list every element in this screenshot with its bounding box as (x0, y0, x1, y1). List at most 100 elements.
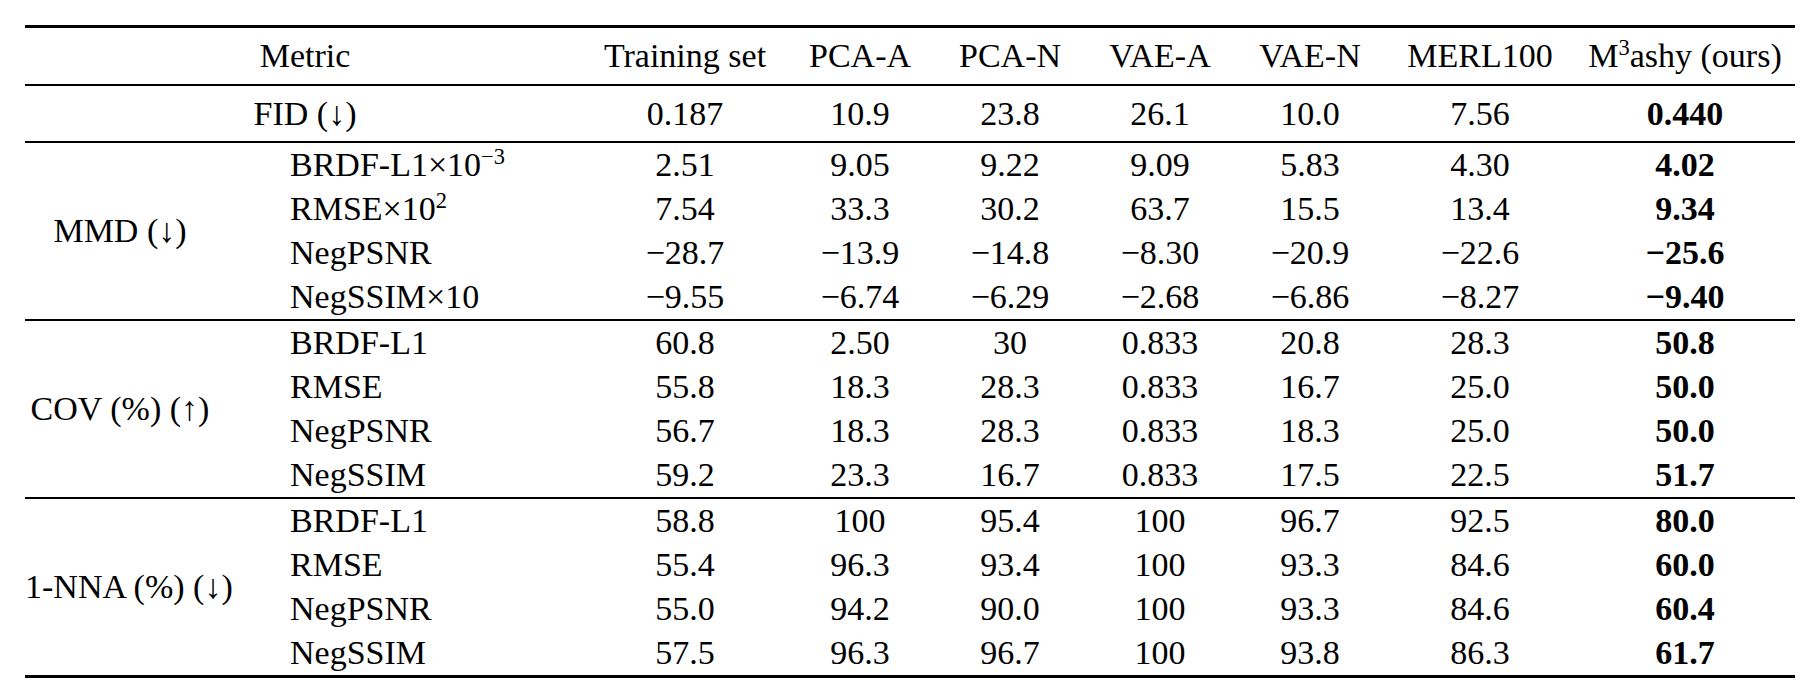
table-section-3: 1-NNA (%) (↓)BRDF-L158.810095.410096.792… (25, 498, 1795, 677)
value-cell: −8.27 (1385, 275, 1575, 320)
metric-label: NegSSIM (215, 453, 585, 498)
value-cell: 18.3 (785, 409, 935, 453)
value-cell: −9.55 (585, 275, 785, 320)
value-cell: −2.68 (1085, 275, 1235, 320)
group-label: 1-NNA (%) (↓) (25, 498, 215, 677)
table-row: RMSE55.818.328.30.83316.725.050.0 (25, 365, 1795, 409)
metric-label: NegPSNR (215, 587, 585, 631)
table-row: NegSSIM57.596.396.710093.886.361.7 (25, 631, 1795, 677)
metric-label: BRDF-L1×10−3 (215, 142, 585, 187)
col-header-pca-a: PCA-A (785, 27, 935, 86)
table-row: NegPSNR−28.7−13.9−14.8−8.30−20.9−22.6−25… (25, 231, 1795, 275)
table-row: NegPSNR56.718.328.30.83318.325.050.0 (25, 409, 1795, 453)
table-header: Metric Training set PCA-A PCA-N VAE-A VA… (25, 27, 1795, 86)
metric-superscript: 2 (436, 188, 447, 213)
table-row: 1-NNA (%) (↓)BRDF-L158.810095.410096.792… (25, 498, 1795, 543)
table-section-1: MMD (↓)BRDF-L1×10−32.519.059.229.095.834… (25, 142, 1795, 320)
value-cell: 16.7 (1235, 365, 1385, 409)
value-cell: 50.0 (1575, 365, 1795, 409)
value-cell: 92.5 (1385, 498, 1575, 543)
metric-label: NegSSIM×10 (215, 275, 585, 320)
value-cell: 56.7 (585, 409, 785, 453)
value-cell: 18.3 (1235, 409, 1385, 453)
col-header-pca-n: PCA-N (935, 27, 1085, 86)
value-cell: 20.8 (1235, 320, 1385, 365)
table-section-0: FID (↓)0.18710.923.826.110.07.560.440 (25, 85, 1795, 142)
value-cell: 100 (1085, 498, 1235, 543)
value-cell: 0.187 (585, 85, 785, 142)
ours-rest: ashy (ours) (1630, 37, 1782, 74)
value-cell: 93.3 (1235, 587, 1385, 631)
value-cell: 96.7 (935, 631, 1085, 677)
value-cell: 93.8 (1235, 631, 1385, 677)
value-cell: 0.833 (1085, 365, 1235, 409)
group-label: MMD (↓) (25, 142, 215, 320)
value-cell: −22.6 (1385, 231, 1575, 275)
metric-label: RMSE (215, 365, 585, 409)
value-cell: 84.6 (1385, 587, 1575, 631)
value-cell: 96.3 (785, 543, 935, 587)
col-header-merl100: MERL100 (1385, 27, 1575, 86)
header-row: Metric Training set PCA-A PCA-N VAE-A VA… (25, 27, 1795, 86)
metric-label: BRDF-L1 (215, 320, 585, 365)
value-cell: −25.6 (1575, 231, 1795, 275)
table-section-2: COV (%) (↑)BRDF-L160.82.50300.83320.828.… (25, 320, 1795, 498)
value-cell: −13.9 (785, 231, 935, 275)
value-cell: 59.2 (585, 453, 785, 498)
value-cell: 0.833 (1085, 453, 1235, 498)
value-cell: 23.3 (785, 453, 935, 498)
value-cell: 26.1 (1085, 85, 1235, 142)
table-row: NegSSIM×10−9.55−6.74−6.29−2.68−6.86−8.27… (25, 275, 1795, 320)
value-cell: 93.4 (935, 543, 1085, 587)
value-cell: 0.440 (1575, 85, 1795, 142)
value-cell: −6.86 (1235, 275, 1385, 320)
value-cell: 100 (1085, 631, 1235, 677)
table-row: MMD (↓)BRDF-L1×10−32.519.059.229.095.834… (25, 142, 1795, 187)
value-cell: 55.8 (585, 365, 785, 409)
value-cell: 17.5 (1235, 453, 1385, 498)
ours-superscript: 3 (1619, 35, 1630, 60)
value-cell: 13.4 (1385, 187, 1575, 231)
value-cell: 23.8 (935, 85, 1085, 142)
value-cell: 9.34 (1575, 187, 1795, 231)
col-header-training-set: Training set (585, 27, 785, 86)
group-label: FID (↓) (25, 85, 585, 142)
value-cell: 94.2 (785, 587, 935, 631)
value-cell: 25.0 (1385, 365, 1575, 409)
col-header-vae-a: VAE-A (1085, 27, 1235, 86)
table-row: RMSE×1027.5433.330.263.715.513.49.34 (25, 187, 1795, 231)
value-cell: 60.4 (1575, 587, 1795, 631)
value-cell: 84.6 (1385, 543, 1575, 587)
table-row: NegSSIM59.223.316.70.83317.522.551.7 (25, 453, 1795, 498)
value-cell: 60.0 (1575, 543, 1795, 587)
value-cell: 4.30 (1385, 142, 1575, 187)
value-cell: −20.9 (1235, 231, 1385, 275)
metric-label: RMSE (215, 543, 585, 587)
col-header-vae-n: VAE-N (1235, 27, 1385, 86)
value-cell: 96.3 (785, 631, 935, 677)
metric-label: RMSE×102 (215, 187, 585, 231)
col-header-ours: M3ashy (ours) (1575, 27, 1795, 86)
table-row: FID (↓)0.18710.923.826.110.07.560.440 (25, 85, 1795, 142)
value-cell: 9.05 (785, 142, 935, 187)
value-cell: 63.7 (1085, 187, 1235, 231)
value-cell: 95.4 (935, 498, 1085, 543)
value-cell: 100 (1085, 543, 1235, 587)
value-cell: 7.56 (1385, 85, 1575, 142)
metric-superscript: −3 (481, 144, 505, 169)
results-table: Metric Training set PCA-A PCA-N VAE-A VA… (25, 25, 1795, 678)
value-cell: 28.3 (1385, 320, 1575, 365)
value-cell: −8.30 (1085, 231, 1235, 275)
value-cell: 80.0 (1575, 498, 1795, 543)
value-cell: 4.02 (1575, 142, 1795, 187)
value-cell: 18.3 (785, 365, 935, 409)
value-cell: −6.74 (785, 275, 935, 320)
value-cell: 50.8 (1575, 320, 1795, 365)
value-cell: 93.3 (1235, 543, 1385, 587)
metric-label: NegPSNR (215, 231, 585, 275)
value-cell: 7.54 (585, 187, 785, 231)
value-cell: −28.7 (585, 231, 785, 275)
value-cell: 33.3 (785, 187, 935, 231)
table-row: NegPSNR55.094.290.010093.384.660.4 (25, 587, 1795, 631)
value-cell: 58.8 (585, 498, 785, 543)
